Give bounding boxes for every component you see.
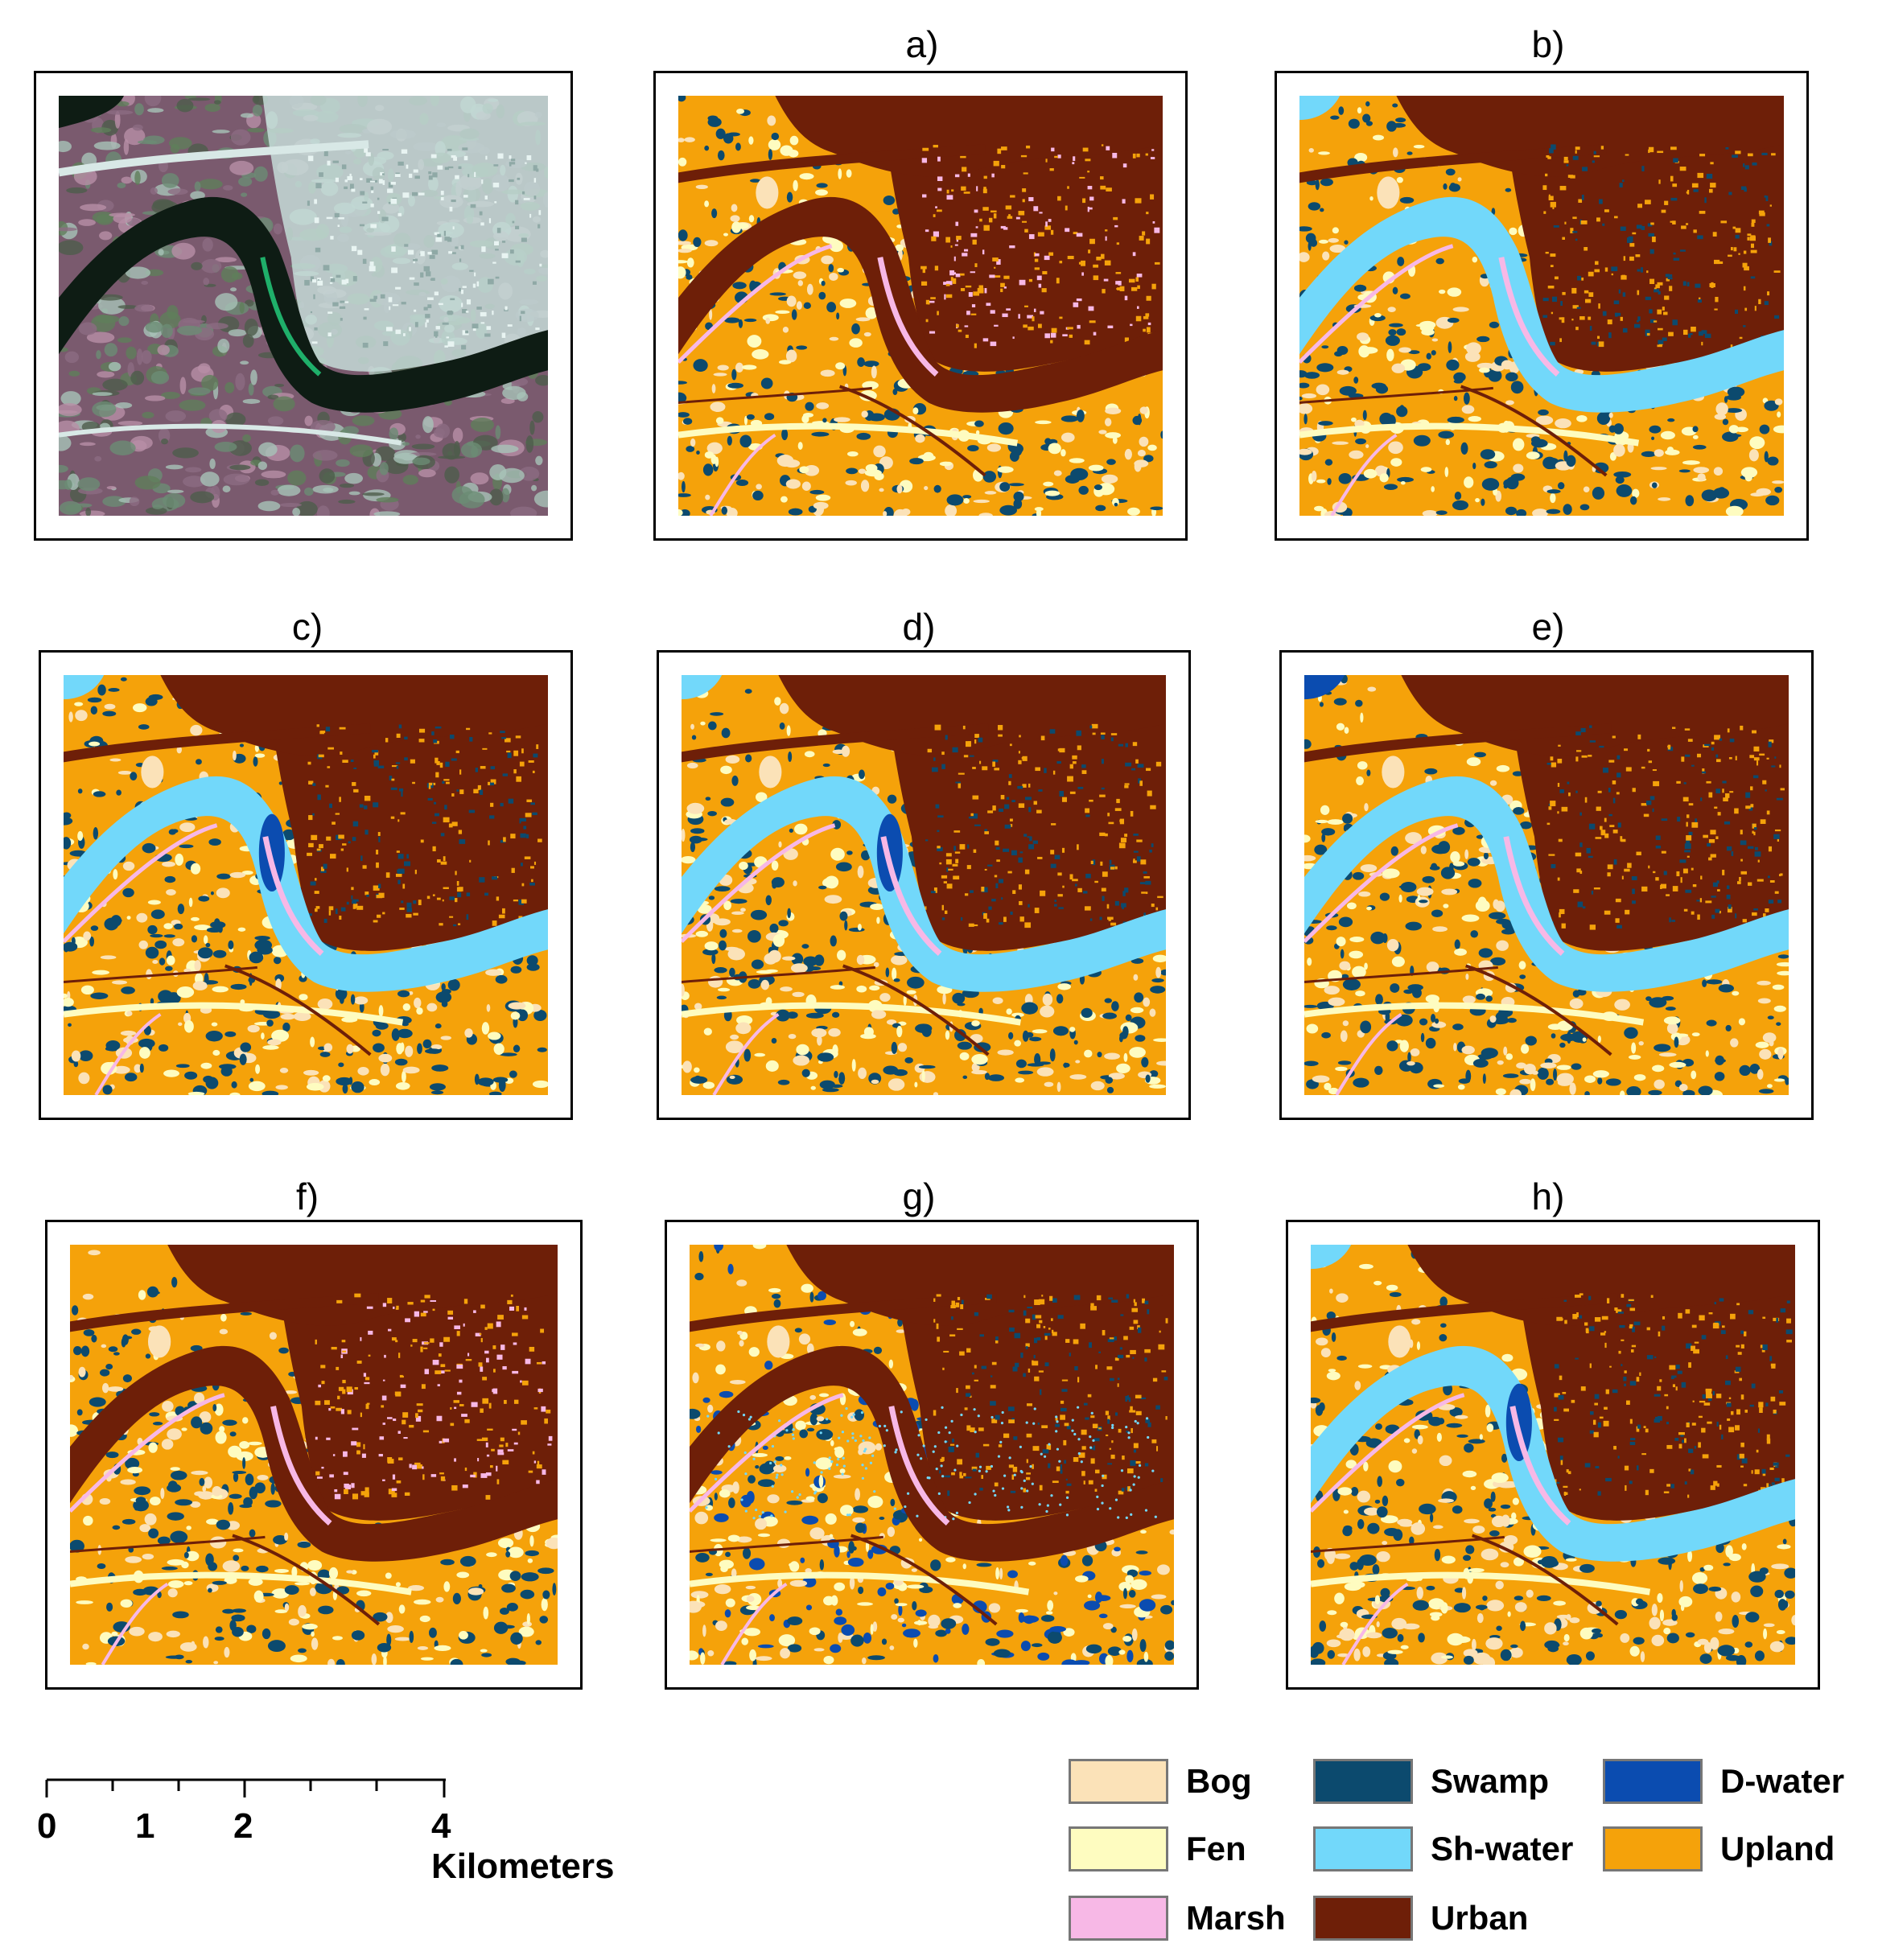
- satellite-image: [59, 96, 548, 516]
- legend-item-urban: Urban: [1313, 1896, 1528, 1941]
- scale-tick-2: 2: [233, 1806, 253, 1846]
- panel-frame-c: [39, 650, 573, 1120]
- scale-tick-4: 4 Kilometers: [431, 1806, 615, 1886]
- legend-label-fen: Fen: [1186, 1830, 1246, 1867]
- scale-tick-0: 0: [37, 1806, 57, 1846]
- legend-item-upland: Upland: [1603, 1826, 1835, 1871]
- panel-label-c: c): [291, 606, 323, 648]
- classified-map-c: [64, 675, 548, 1095]
- panel-frame-e: [1279, 650, 1814, 1120]
- panel-label-h: h): [1531, 1176, 1565, 1217]
- scale-bar-line: [45, 1778, 446, 1797]
- classified-map-g: [690, 1245, 1174, 1665]
- panel-frame-h: [1286, 1220, 1820, 1690]
- panel-frame-d: [657, 650, 1191, 1120]
- classified-map-f: [70, 1245, 558, 1665]
- panel-label-b: b): [1531, 23, 1565, 65]
- panel-frame-g: [665, 1220, 1199, 1690]
- legend-item-fen: Fen: [1069, 1826, 1246, 1871]
- legend-swatch-d-water: [1603, 1759, 1703, 1804]
- legend-label-swamp: Swamp: [1431, 1762, 1550, 1800]
- legend-label-bog: Bog: [1186, 1762, 1252, 1800]
- classified-map-d: [682, 675, 1166, 1095]
- legend-item-marsh: Marsh: [1069, 1896, 1286, 1941]
- legend-item-swamp: Swamp: [1313, 1759, 1549, 1804]
- legend-swatch-swamp: [1313, 1759, 1413, 1804]
- legend-swatch-fen: [1069, 1826, 1168, 1871]
- legend-label-d-water: D-water: [1720, 1762, 1845, 1800]
- classified-map-e: [1304, 675, 1789, 1095]
- legend-swatch-bog: [1069, 1759, 1168, 1804]
- panel-label-e: e): [1531, 606, 1565, 648]
- legend-swatch-upland: [1603, 1826, 1703, 1871]
- panel-frame-b: [1275, 71, 1809, 541]
- scale-tick-1: 1: [135, 1806, 155, 1846]
- legend-item-bog: Bog: [1069, 1759, 1252, 1804]
- scale-bar: 0 1 2 4 Kilometers: [37, 1762, 614, 1891]
- classified-map-b: [1299, 96, 1784, 516]
- legend-label-marsh: Marsh: [1186, 1899, 1286, 1937]
- legend-swatch-sh-water: [1313, 1826, 1413, 1871]
- panel-frame-f: [45, 1220, 583, 1690]
- panel-frame-img: [34, 71, 573, 541]
- classified-map-a: [678, 96, 1163, 516]
- legend-swatch-marsh: [1069, 1896, 1168, 1941]
- panel-label-a: a): [905, 23, 939, 65]
- legend-swatch-urban: [1313, 1896, 1413, 1941]
- panel-frame-a: [653, 71, 1188, 541]
- legend-item-sh-water: Sh-water: [1313, 1826, 1573, 1871]
- legend-label-sh-water: Sh-water: [1431, 1830, 1574, 1867]
- panel-label-d: d): [902, 606, 936, 648]
- classified-map-h: [1311, 1245, 1795, 1665]
- legend-label-upland: Upland: [1720, 1830, 1835, 1867]
- legend-label-urban: Urban: [1431, 1899, 1529, 1937]
- panel-label-f: f): [295, 1176, 319, 1217]
- legend-item-d-water: D-water: [1603, 1759, 1844, 1804]
- panel-label-g: g): [902, 1176, 936, 1217]
